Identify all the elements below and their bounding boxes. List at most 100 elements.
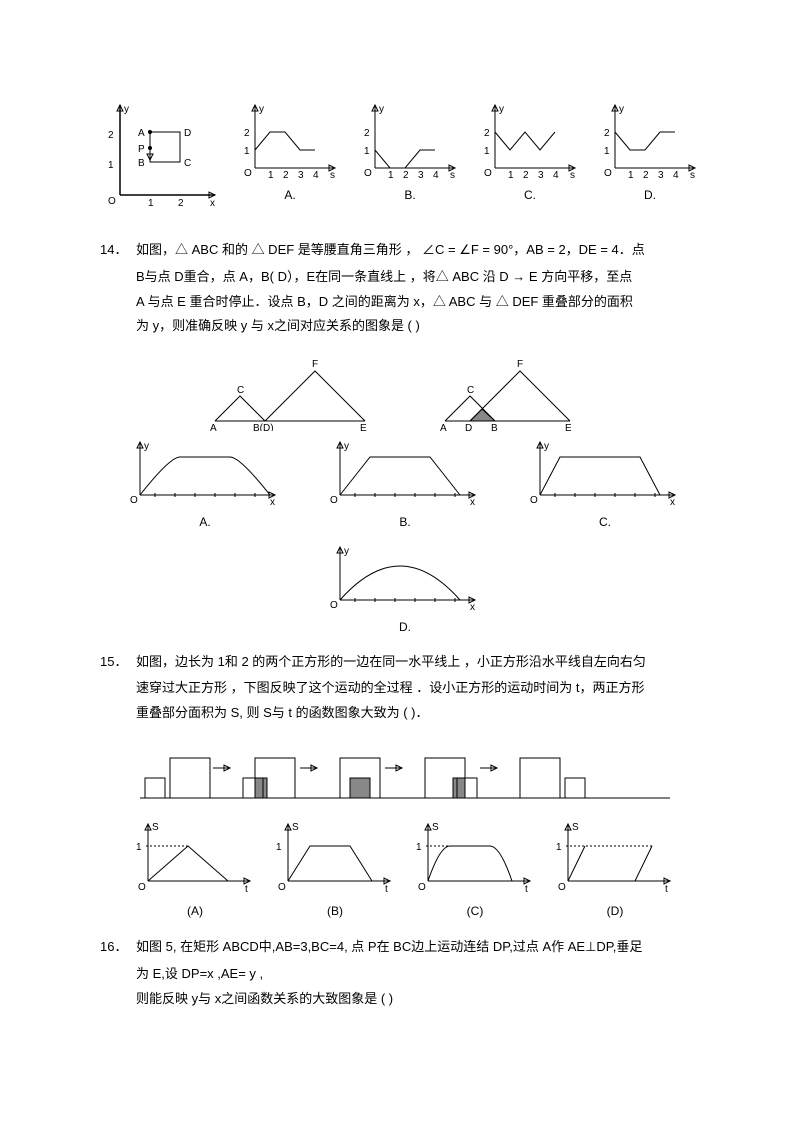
svg-text:s: s bbox=[330, 170, 335, 180]
mini-plot-a: y s O 1 2 1 2 3 4 A. bbox=[240, 100, 340, 210]
svg-text:O: O bbox=[138, 882, 146, 893]
coord-plot-abcd: y x O 1 2 1 2 A P B C D bbox=[100, 100, 220, 210]
svg-text:D: D bbox=[465, 423, 472, 431]
svg-text:1: 1 bbox=[268, 170, 274, 180]
svg-text:1: 1 bbox=[364, 146, 370, 157]
svg-text:E: E bbox=[565, 423, 572, 431]
svg-text:1: 1 bbox=[108, 160, 114, 171]
svg-text:C: C bbox=[467, 385, 474, 396]
svg-text:y: y bbox=[344, 441, 349, 452]
svg-text:4: 4 bbox=[553, 170, 559, 180]
axis-y-label: y bbox=[124, 104, 129, 115]
svg-text:1: 1 bbox=[148, 198, 154, 209]
svg-text:3: 3 bbox=[538, 170, 544, 180]
svg-text:A: A bbox=[440, 423, 447, 431]
svg-text:x: x bbox=[470, 602, 475, 612]
svg-text:y: y bbox=[144, 441, 149, 452]
svg-text:1: 1 bbox=[276, 842, 282, 853]
svg-text:F: F bbox=[312, 359, 318, 370]
q14-answer-graphs: yxO A. yxO B. yxO C. yxO bbox=[100, 437, 710, 637]
svg-text:S: S bbox=[292, 822, 299, 833]
svg-text:1: 1 bbox=[244, 146, 250, 157]
svg-text:1: 1 bbox=[416, 842, 422, 853]
svg-text:t: t bbox=[385, 884, 388, 895]
svg-text:O: O bbox=[558, 882, 566, 893]
svg-text:t: t bbox=[245, 884, 248, 895]
svg-text:y: y bbox=[544, 441, 549, 452]
svg-text:1: 1 bbox=[136, 842, 142, 853]
svg-text:y: y bbox=[499, 104, 504, 115]
svg-text:S: S bbox=[432, 822, 439, 833]
svg-text:1: 1 bbox=[388, 170, 394, 180]
svg-text:2: 2 bbox=[283, 170, 289, 180]
mini-plot-d: y s O 1 2 1 2 3 4 D. bbox=[600, 100, 700, 210]
svg-text:1: 1 bbox=[628, 170, 634, 180]
svg-text:y: y bbox=[259, 104, 264, 115]
svg-text:2: 2 bbox=[364, 128, 370, 139]
q14-triangle-diagrams: C F A B(D) E C F A D B E bbox=[100, 351, 710, 431]
mini-plot-b: y s O 1 2 1 2 3 4 B. bbox=[360, 100, 460, 210]
svg-text:x: x bbox=[670, 497, 675, 507]
svg-text:1: 1 bbox=[484, 146, 490, 157]
svg-text:2: 2 bbox=[403, 170, 409, 180]
svg-text:2: 2 bbox=[178, 198, 184, 209]
svg-text:E: E bbox=[360, 423, 367, 431]
svg-text:y: y bbox=[379, 104, 384, 115]
svg-text:O: O bbox=[484, 168, 492, 179]
svg-text:2: 2 bbox=[484, 128, 490, 139]
svg-text:x: x bbox=[270, 497, 275, 507]
svg-text:s: s bbox=[690, 170, 695, 180]
top-plots-row: y x O 1 2 1 2 A P B C D y s O 1 2 1 bbox=[100, 100, 710, 210]
svg-text:4: 4 bbox=[313, 170, 319, 180]
q15-square-stages bbox=[100, 738, 710, 808]
svg-text:s: s bbox=[570, 170, 575, 180]
svg-text:O: O bbox=[130, 495, 138, 506]
svg-text:4: 4 bbox=[673, 170, 679, 180]
svg-text:3: 3 bbox=[658, 170, 664, 180]
svg-text:C: C bbox=[184, 158, 191, 169]
svg-text:B(D): B(D) bbox=[253, 423, 274, 431]
question-14: 14． 如图，△ ABC 和的 △ DEF 是等腰直角三角形 ， ∠C = ∠F… bbox=[100, 240, 710, 261]
svg-text:A: A bbox=[138, 128, 145, 139]
svg-text:B: B bbox=[138, 158, 145, 169]
svg-text:t: t bbox=[525, 884, 528, 895]
svg-text:s: s bbox=[450, 170, 455, 180]
svg-text:A: A bbox=[210, 423, 217, 431]
svg-text:2: 2 bbox=[523, 170, 529, 180]
axis-x-label: x bbox=[210, 198, 215, 209]
svg-text:3: 3 bbox=[418, 170, 424, 180]
svg-text:1: 1 bbox=[556, 842, 562, 853]
svg-text:t: t bbox=[665, 884, 668, 895]
svg-text:2: 2 bbox=[604, 128, 610, 139]
question-15: 15． 如图，边长为 1和 2 的两个正方形的一边在同一水平线上 ，小正方形沿水… bbox=[100, 652, 710, 673]
svg-text:C: C bbox=[237, 385, 244, 396]
svg-text:x: x bbox=[470, 497, 475, 507]
svg-text:D: D bbox=[184, 128, 191, 139]
svg-text:y: y bbox=[344, 546, 349, 557]
svg-text:2: 2 bbox=[108, 130, 114, 141]
svg-text:B: B bbox=[491, 423, 498, 431]
svg-text:O: O bbox=[330, 600, 338, 611]
svg-text:3: 3 bbox=[298, 170, 304, 180]
svg-text:4: 4 bbox=[433, 170, 439, 180]
svg-text:S: S bbox=[572, 822, 579, 833]
svg-text:O: O bbox=[278, 882, 286, 893]
mini-plot-c: y s O 1 2 1 2 3 4 C. bbox=[480, 100, 580, 210]
svg-text:S: S bbox=[152, 822, 159, 833]
svg-text:1: 1 bbox=[508, 170, 514, 180]
svg-text:2: 2 bbox=[244, 128, 250, 139]
svg-text:F: F bbox=[517, 359, 523, 370]
svg-text:O: O bbox=[244, 168, 252, 179]
svg-text:2: 2 bbox=[643, 170, 649, 180]
svg-text:1: 1 bbox=[604, 146, 610, 157]
svg-text:O: O bbox=[530, 495, 538, 506]
svg-text:P: P bbox=[138, 144, 145, 155]
svg-text:O: O bbox=[330, 495, 338, 506]
svg-text:O: O bbox=[604, 168, 612, 179]
svg-text:y: y bbox=[619, 104, 624, 115]
svg-text:O: O bbox=[364, 168, 372, 179]
svg-text:O: O bbox=[418, 882, 426, 893]
q15-answer-graphs: StO 1 (A) StO 1 (B) StO 1 (C) bbox=[100, 816, 710, 921]
origin-label: O bbox=[108, 196, 116, 207]
question-16: 16． 如图 5, 在矩形 ABCD中,AB=3,BC=4, 点 P在 BC边上… bbox=[100, 937, 710, 958]
